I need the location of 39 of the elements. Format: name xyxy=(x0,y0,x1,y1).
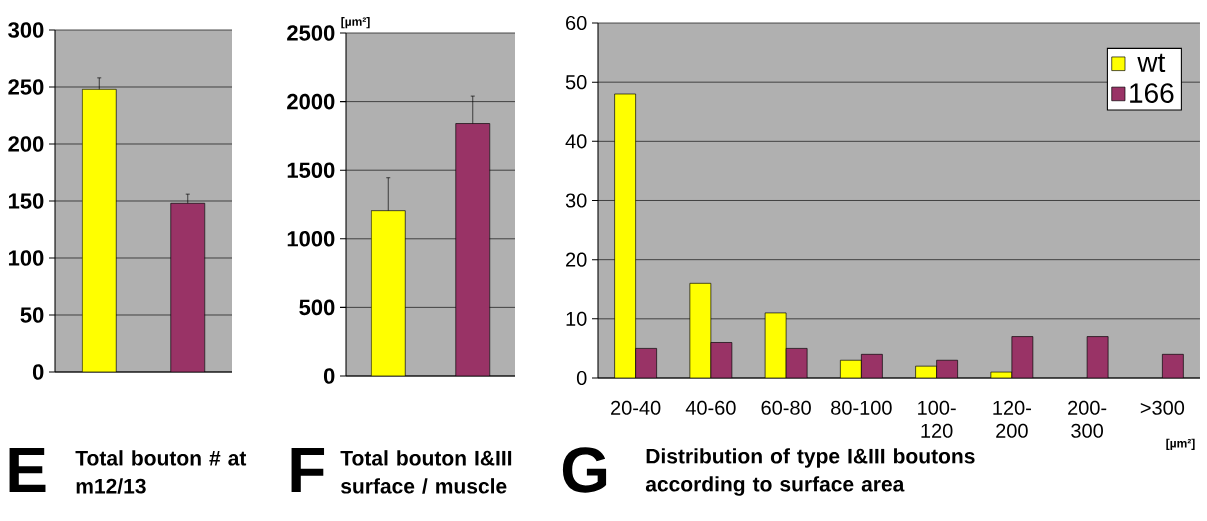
x-tick-label: 40-60 xyxy=(685,400,736,415)
y-tick-label: 60 xyxy=(566,15,587,31)
y-tick-label: 250 xyxy=(8,79,44,95)
text: Total bouton # at m12/13 xyxy=(75,450,247,494)
x-tick-label: 100-120 xyxy=(918,400,956,438)
y-tick-label: 10 xyxy=(566,311,587,326)
legend-label: wt xyxy=(1137,53,1166,73)
y-tick-label: 40 xyxy=(565,134,587,149)
y-tick-label: 0 xyxy=(323,368,335,384)
y-axis-title: [µm²] xyxy=(341,17,370,29)
y-tick-label: 2000 xyxy=(287,93,335,110)
bar xyxy=(614,93,636,378)
y-tick-label: 2500 xyxy=(287,25,335,41)
y-tick-label: 30 xyxy=(565,193,587,208)
text: Distribution of type I&III boutons according to surface area xyxy=(645,448,975,496)
text: Total bouton I&III surface / muscle xyxy=(340,450,512,494)
x-tick-label: 200-300 xyxy=(1068,400,1107,438)
y-tick-label: 200 xyxy=(8,136,44,152)
legend-label: 166 xyxy=(1130,83,1174,103)
x-tick-label: 60-80 xyxy=(761,400,811,415)
x-tick-label: >300 xyxy=(1140,400,1185,415)
y-tick-label: 50 xyxy=(20,307,44,323)
y-tick-label: 0 xyxy=(576,370,587,386)
text: E xyxy=(9,447,46,492)
x-tick-label: 20-40 xyxy=(611,400,661,415)
y-tick-label: 0 xyxy=(32,364,44,380)
text: F xyxy=(291,447,325,492)
y-tick-label: 100 xyxy=(8,250,44,266)
x-axis-title: [µm²] xyxy=(1166,438,1195,450)
y-tick-label: 150 xyxy=(8,193,44,209)
y-tick-label: 300 xyxy=(8,22,44,38)
y-tick-label: 500 xyxy=(299,299,335,316)
y-tick-label: 50 xyxy=(565,75,587,90)
y-tick-label: 1500 xyxy=(287,162,335,178)
y-tick-label: 1000 xyxy=(287,230,335,247)
x-tick-label: 120-200 xyxy=(993,400,1031,438)
x-tick-label: 80-100 xyxy=(831,400,892,415)
y-tick-label: 20 xyxy=(566,252,587,267)
text: G xyxy=(562,447,607,493)
